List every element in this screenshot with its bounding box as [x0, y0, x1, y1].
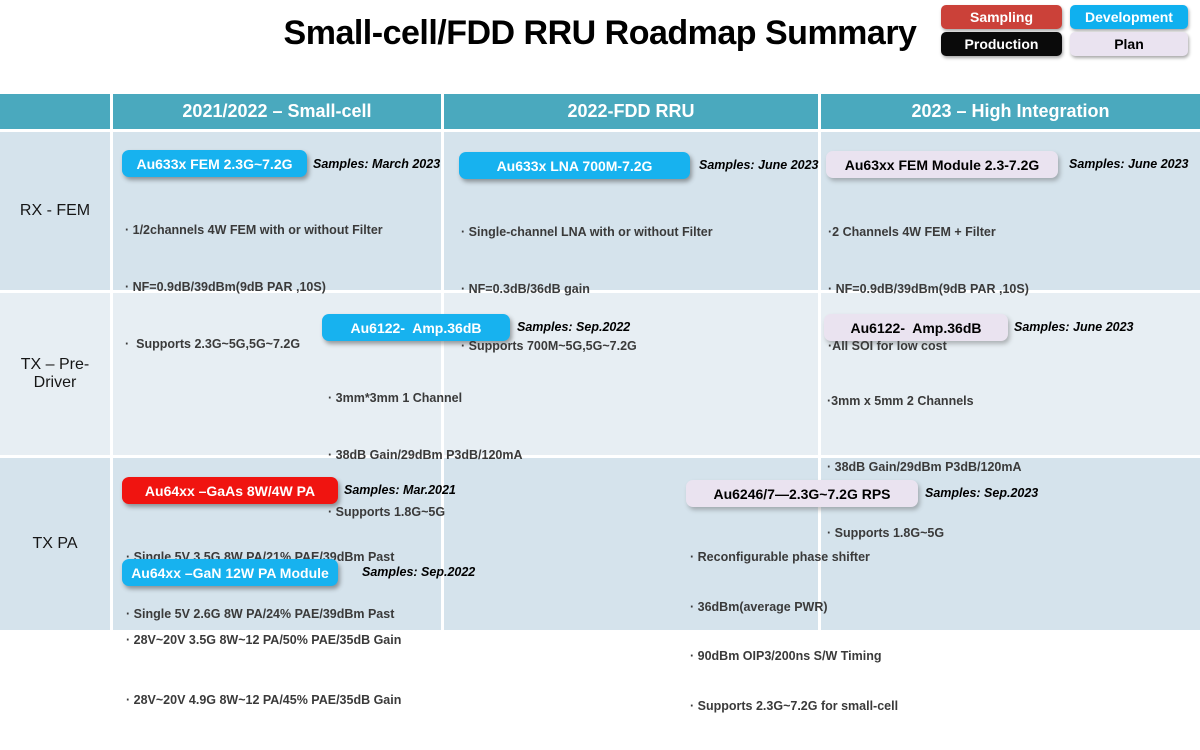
legend-chip-development: Development — [1070, 5, 1188, 29]
row-label-tx-pre-driver: TX – Pre-Driver — [0, 293, 110, 455]
feature-bullet: · 38dB Gain/29dBm P3dB/120mA — [827, 460, 1022, 474]
feature-bullet: · Single-channel LNA with or without Fil… — [461, 225, 713, 239]
feature-bullet: · Reconfigurable phase shifter — [690, 550, 870, 564]
feature-bullet: · Supports 700M~5G,5G~7.2G — [461, 339, 637, 353]
product-badge-au633x-fem: Au633x FEM 2.3G~7.2G — [122, 150, 307, 177]
product-badge-au6246-7-rps: Au6246/7—2.3G~7.2G RPS — [686, 480, 918, 507]
feature-list-au633x-fem: · 1/2channels 4W FEM with or without Fil… — [125, 183, 383, 392]
header-corner-cell — [0, 94, 110, 129]
product-badge-au64xx-gaas-pa: Au64xx –GaAs 8W/4W PA — [122, 477, 338, 504]
legend-chip-production: Production — [941, 32, 1062, 56]
samples-label-au633x-lna: Samples: June 2023 — [699, 158, 819, 172]
samples-label-au64xx-gan-pa: Samples: Sep.2022 — [362, 565, 476, 579]
product-badge-au6122-amp-mid: Au6122- Amp.36dB — [322, 314, 510, 341]
feature-list-au6122-amp-mid: · 3mm*3mm 1 Channel · 38dB Gain/29dBm P3… — [328, 351, 523, 560]
feature-bullet: · NF=0.3dB/36dB gain — [461, 282, 590, 296]
roadmap-slide: Small-cell/FDD RRU Roadmap Summary Sampl… — [0, 5, 1200, 713]
feature-bullet: · NF=0.9dB/39dBm(9dB PAR ,10S) — [828, 282, 1029, 296]
feature-list-au6246-7-rps: · Reconfigurable phase shifter · 36dBm(a… — [690, 516, 898, 747]
feature-bullet: · 28V~20V 3.5G 8W~12 PA/50% PAE/35dB Gai… — [126, 633, 402, 647]
product-badge-au633x-lna: Au633x LNA 700M-7.2G — [459, 152, 690, 179]
column-header-2021-2022-small-cell: 2021/2022 – Small-cell — [113, 94, 441, 129]
samples-label-au6122-amp-high: Samples: June 2023 — [1014, 320, 1134, 334]
feature-bullet: · 36dBm(average PWR) — [690, 599, 828, 614]
page-title: Small-cell/FDD RRU Roadmap Summary — [283, 14, 917, 52]
product-badge-au63xx-fem-module: Au63xx FEM Module 2.3-7.2G — [826, 151, 1058, 178]
samples-label-au63xx-fem-module: Samples: June 2023 — [1069, 157, 1189, 171]
column-header-2022-fdd-rru: 2022-FDD RRU — [444, 94, 818, 129]
samples-label-au6246-7-rps: Samples: Sep.2023 — [925, 486, 1039, 500]
samples-label-au6122-amp-mid: Samples: Sep.2022 — [517, 320, 631, 334]
samples-label-au633x-fem: Samples: March 2023 — [313, 157, 441, 171]
feature-bullet: · Supports 1.8G~5G — [827, 526, 945, 540]
feature-bullet: ·All SOI for low cost — [828, 339, 947, 353]
samples-label-au64xx-gaas-pa: Samples: Mar.2021 — [344, 483, 456, 497]
feature-bullet: · Supports 2.3G~5G,5G~7.2G — [125, 337, 301, 351]
feature-list-au6122-amp-high: ·3mm x 5mm 2 Channels · 38dB Gain/29dBm … — [827, 346, 1022, 588]
legend-chip-plan: Plan — [1070, 32, 1188, 56]
feature-bullet: · NF=0.9dB/39dBm(9dB PAR ,10S) — [125, 280, 326, 294]
feature-bullet: · Supports 1.8G~5G — [328, 505, 446, 519]
feature-bullet: · 90dBm OIP3/200ns S/W Timing — [690, 649, 882, 663]
feature-list-au64xx-gan-pa: · 28V~20V 3.5G 8W~12 PA/50% PAE/35dB Gai… — [126, 590, 401, 750]
feature-bullet: · 38dB Gain/29dBm P3dB/120mA — [328, 448, 523, 462]
column-header-2023-high-integration: 2023 – High Integration — [821, 94, 1200, 129]
row-label-tx-pa: TX PA — [0, 458, 110, 630]
row-label-rx-fem: RX - FEM — [0, 132, 110, 290]
feature-bullet: · Supports 2.3G~7.2G for small-cell — [690, 698, 899, 713]
feature-list-au633x-lna: · Single-channel LNA with or without Fil… — [461, 185, 713, 394]
product-badge-au64xx-gan-pa: Au64xx –GaN 12W PA Module — [122, 559, 338, 586]
feature-bullet: · 1/2channels 4W FEM with or without Fil… — [125, 223, 383, 237]
feature-bullet: · 3mm*3mm 1 Channel — [328, 391, 463, 405]
product-badge-au6122-amp-high: Au6122- Amp.36dB — [824, 314, 1008, 341]
feature-bullet: · 28V~20V 4.9G 8W~12 PA/45% PAE/35dB Gai… — [126, 693, 402, 707]
feature-bullet: ·3mm x 5mm 2 Channels — [827, 394, 974, 408]
feature-bullet: ·2 Channels 4W FEM + Filter — [828, 225, 996, 239]
feature-bullet: · Single 5V 2.6G 8W PA/24% PAE/39dBm Pas… — [126, 607, 395, 621]
legend-chip-sampling: Sampling — [941, 5, 1062, 29]
feature-list-au63xx-fem-module: ·2 Channels 4W FEM + Filter · NF=0.9dB/3… — [828, 185, 1029, 394]
